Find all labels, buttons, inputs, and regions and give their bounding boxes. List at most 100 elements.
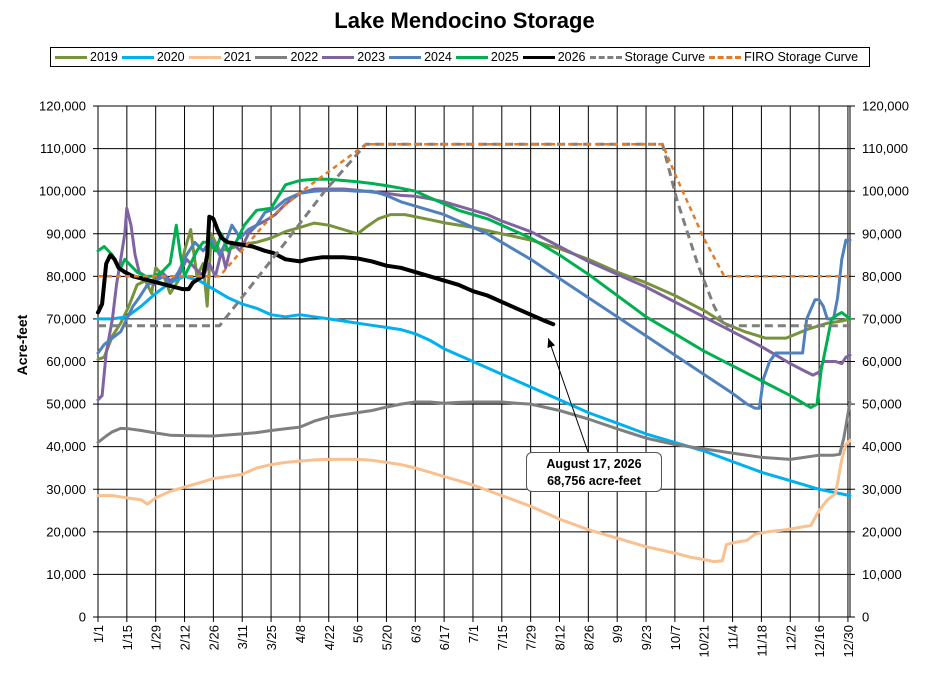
y-axis-right: 0 10,000 20,000 30,000 40,000 50,000 60,000 70,… — [850, 99, 909, 625]
series-line-firo-storage-curve — [98, 143, 850, 278]
legend-swatch — [522, 55, 555, 59]
x-tick-label: 7/29 — [524, 625, 539, 650]
x-tick-label: 10/21 — [697, 625, 712, 658]
annotation-arrow-line — [547, 338, 589, 453]
x-tick-label: 9/23 — [639, 625, 654, 650]
legend-item: 2021 — [188, 50, 252, 64]
legend-label: 2022 — [290, 50, 319, 64]
legend-label: 2020 — [156, 50, 185, 64]
x-tick-label: 8/26 — [581, 625, 596, 650]
y-tick-label: 90,000 — [46, 226, 86, 241]
legend-label: 2025 — [490, 50, 519, 64]
x-tick-label: 6/17 — [437, 625, 452, 650]
y-tick-label: 70,000 — [46, 311, 86, 326]
series-line-2026 — [96, 214, 556, 327]
y-tick-label: 120,000 — [39, 99, 86, 114]
x-tick-label: 6/3 — [408, 625, 423, 643]
legend-items: 2019 2020 2021 2022 2023 2024 2025 2026 Storage … — [51, 48, 869, 66]
legend-swatch — [255, 55, 288, 59]
y-tick-label-right: 10,000 — [862, 567, 902, 582]
legend-item: FIRO Storage Curve — [709, 50, 858, 64]
series-line-2020 — [96, 274, 852, 498]
y-tick-label: 10,000 — [46, 567, 86, 582]
x-axis: 1/1 1/15 1/29 2/12 2/26 3/11 3/25 4/8 4/22 5/6 5/2… — [91, 617, 856, 658]
y-tick-label: 80,000 — [46, 269, 86, 284]
y-tick-label-right: 90,000 — [862, 226, 902, 241]
x-tick-label: 11/4 — [726, 625, 741, 649]
legend-item: 2024 — [389, 50, 452, 64]
legend-label: Storage Curve — [624, 50, 706, 64]
x-tick-label: 12/2 — [783, 625, 798, 650]
y-tick-label: 100,000 — [39, 184, 86, 199]
x-tick-label: 7/1 — [466, 625, 481, 643]
x-tick-label: 9/9 — [610, 625, 625, 643]
y-tick-label-right: 120,000 — [862, 99, 909, 114]
legend-swatch — [322, 55, 355, 59]
legend-swatch — [121, 55, 154, 59]
legend-swatch — [55, 55, 87, 59]
x-tick-label: 5/20 — [379, 625, 394, 650]
y-axis-left: 0 10,000 20,000 30,000 40,000 50,000 60,000 70,… — [39, 99, 98, 625]
y-tick-label-right: 80,000 — [862, 269, 902, 284]
y-tick-label-right: 0 — [862, 610, 869, 625]
y-tick-label: 110,000 — [40, 141, 86, 156]
y-tick-label: 20,000 — [46, 524, 86, 539]
series-lines — [96, 142, 852, 564]
y-tick-label-right: 50,000 — [862, 397, 902, 412]
legend-swatch — [455, 55, 488, 59]
x-tick-label: 1/15 — [120, 625, 135, 650]
x-tick-label: 7/15 — [495, 625, 510, 650]
legend-item: 2025 — [455, 50, 519, 64]
x-tick-label: 1/29 — [149, 625, 164, 650]
legend-label: 2024 — [424, 50, 452, 64]
legend-label: 2023 — [357, 50, 386, 64]
x-tick-label: 3/25 — [264, 625, 279, 650]
y-axis-label: Acre-feet — [14, 314, 30, 375]
legend-item: Storage Curve — [589, 50, 706, 64]
y-tick-label-right: 60,000 — [862, 354, 902, 369]
x-tick-label: 4/8 — [293, 625, 308, 643]
legend-swatch — [389, 55, 422, 59]
x-tick-label: 12/30 — [841, 625, 856, 658]
y-tick-label-right: 40,000 — [862, 439, 902, 454]
y-tick-label: 30,000 — [46, 482, 86, 497]
y-tick-label-right: 100,000 — [862, 184, 909, 199]
legend: 2019 2020 2021 2022 2023 2024 2025 2026 Storage … — [50, 47, 870, 67]
x-tick-label: 8/12 — [553, 625, 568, 650]
legend-item: 2020 — [121, 50, 185, 64]
annotation-arrow-head — [547, 338, 556, 349]
x-tick-label: 1/1 — [91, 625, 106, 643]
x-tick-label: 2/12 — [178, 625, 193, 650]
series-line-2021 — [96, 438, 852, 564]
legend-label: 2026 — [557, 50, 586, 64]
x-tick-label: 10/7 — [668, 625, 683, 650]
legend-item: 2019 — [55, 50, 118, 64]
x-tick-label: 4/22 — [322, 625, 337, 650]
y-tick-label: 0 — [79, 610, 86, 625]
annotation-value: 68,756 acre-feet — [547, 474, 641, 488]
y-tick-label: 40,000 — [46, 439, 86, 454]
x-tick-label: 12/16 — [812, 625, 827, 658]
legend-label: FIRO Storage Curve — [744, 50, 859, 64]
y-tick-label-right: 70,000 — [862, 311, 902, 326]
legend-label: 2021 — [223, 50, 252, 64]
y-tick-label-right: 30,000 — [862, 482, 902, 497]
annotation-date: August 17, 2026 — [546, 457, 642, 471]
legend-swatch — [188, 55, 221, 59]
legend-item: 2026 — [522, 50, 586, 64]
y-tick-label: 60,000 — [46, 354, 86, 369]
y-tick-label: 50,000 — [46, 397, 86, 412]
x-tick-label: 3/11 — [235, 625, 250, 649]
series-line-2025 — [96, 177, 852, 409]
x-tick-label: 2/26 — [206, 625, 221, 650]
x-tick-label: 11/18 — [754, 625, 769, 657]
chart-title: Lake Mendocino Storage — [334, 8, 595, 33]
legend-label: 2019 — [90, 50, 118, 64]
series-line-2022 — [96, 400, 852, 461]
legend-item: 2022 — [255, 50, 318, 64]
legend-swatch — [589, 55, 622, 59]
legend-swatch — [709, 55, 742, 59]
x-tick-label: 5/6 — [351, 625, 366, 643]
y-tick-label-right: 110,000 — [862, 141, 908, 156]
